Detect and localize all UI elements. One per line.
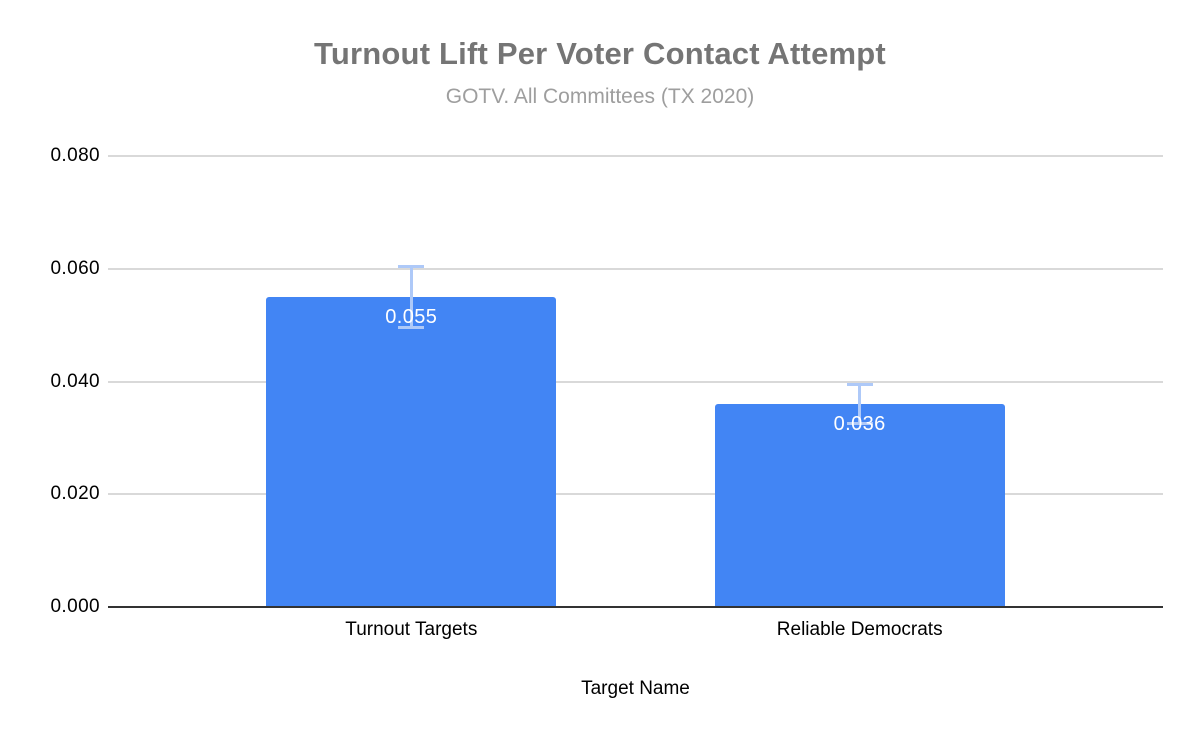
chart-subtitle: GOTV. All Committees (TX 2020) bbox=[445, 85, 755, 108]
error-bar-cap-bottom bbox=[846, 421, 873, 425]
gridline bbox=[108, 380, 1163, 383]
error-bar-whisker bbox=[858, 384, 862, 424]
error-bar-cap-top bbox=[846, 383, 873, 387]
bar-value-label: 0.036 bbox=[833, 413, 886, 436]
y-tick-label: 0.080 bbox=[50, 145, 100, 166]
bar bbox=[714, 404, 1005, 607]
x-axis-title: Target Name bbox=[581, 678, 690, 699]
bar bbox=[266, 296, 557, 607]
bar-value-label: 0.055 bbox=[385, 305, 438, 328]
y-tick-label: 0.040 bbox=[50, 370, 100, 392]
error-bar-cap-bottom bbox=[398, 325, 425, 329]
gridline bbox=[108, 155, 1163, 157]
chart-title: Turnout Lift Per Voter Contact Attempt bbox=[314, 36, 886, 71]
gridline bbox=[108, 493, 1163, 496]
x-tick-label: Reliable Democrats bbox=[776, 619, 943, 640]
error-bar-cap-top bbox=[398, 264, 425, 268]
y-tick-label: 0.000 bbox=[50, 596, 100, 617]
y-tick-label: 0.020 bbox=[50, 483, 100, 505]
error-bar-whisker bbox=[409, 265, 413, 328]
x-tick-label: Turnout Targets bbox=[345, 619, 478, 640]
gridline bbox=[108, 267, 1163, 270]
x-axis-line bbox=[108, 606, 1163, 608]
y-tick-label: 0.060 bbox=[50, 257, 100, 279]
